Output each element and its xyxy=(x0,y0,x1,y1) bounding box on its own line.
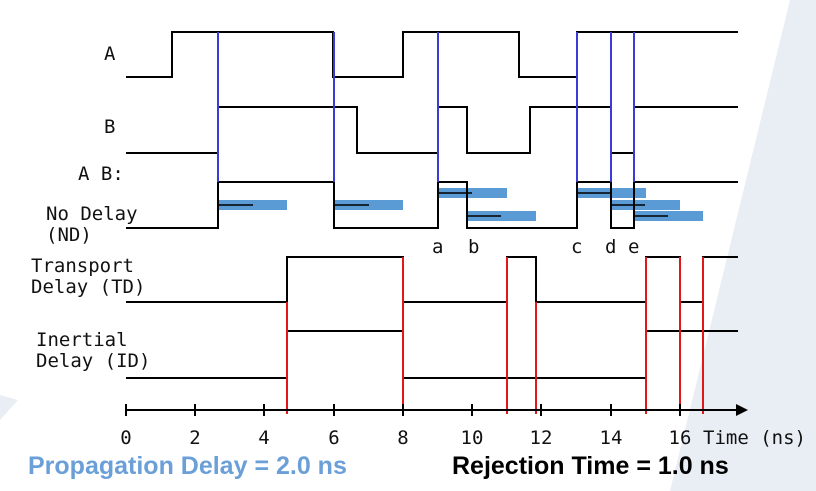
tick-label-6: 6 xyxy=(328,427,339,449)
tick-label-14: 14 xyxy=(600,427,623,449)
output-markers xyxy=(286,257,704,414)
time-axis xyxy=(125,404,748,416)
signal-label-td-line1: Transport xyxy=(31,255,134,277)
signal-label-id-line1: Inertial xyxy=(36,329,128,351)
event-label-c: c xyxy=(571,236,582,258)
tick-label-2: 2 xyxy=(189,427,200,449)
signal-label-b: B xyxy=(104,116,115,138)
event-label-a: a xyxy=(432,236,443,258)
tick-label-12: 12 xyxy=(530,427,553,449)
rejection-time-caption: Rejection Time = 1.0 ns xyxy=(452,452,729,480)
corner-shade xyxy=(670,0,816,491)
signal-label-id-line2: Delay (ID) xyxy=(36,350,150,372)
event-label-d: d xyxy=(605,236,616,258)
signal-label-ab: A B: xyxy=(78,163,124,185)
waveform-b xyxy=(126,106,738,154)
waveform-ab xyxy=(126,181,738,229)
event-label-e: e xyxy=(628,236,639,258)
delay-bar-d xyxy=(611,200,680,210)
delay-bar-e xyxy=(634,211,703,221)
delay-bar-b xyxy=(467,211,536,221)
signal-label-nd-line2: (ND) xyxy=(46,224,92,246)
tick-label-0: 0 xyxy=(120,427,131,449)
tick-label-4: 4 xyxy=(258,427,269,449)
event-label-b: b xyxy=(468,236,479,258)
propagation-delay-caption: Propagation Delay = 2.0 ns xyxy=(28,452,347,480)
delay-bar-a xyxy=(438,188,507,198)
waveform-td xyxy=(126,256,738,303)
tick-label-10: 10 xyxy=(461,427,484,449)
signal-label-nd-line1: No Delay xyxy=(46,203,138,225)
axis-unit-label: Time (ns) xyxy=(703,427,806,449)
tick-label-8: 8 xyxy=(397,427,408,449)
signal-label-a: A xyxy=(104,43,116,65)
input-markers xyxy=(217,32,635,182)
tick-label-16: 16 xyxy=(669,427,692,449)
corner-shade-left xyxy=(0,395,18,420)
signal-label-td-line2: Delay (TD) xyxy=(31,276,145,298)
axis-tick-labels: 0 2 4 6 8 10 12 14 16 xyxy=(120,427,691,449)
